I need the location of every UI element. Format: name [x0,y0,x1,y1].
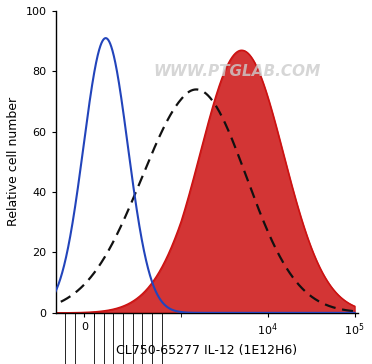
X-axis label: CL750-65277 IL-12 (1E12H6): CL750-65277 IL-12 (1E12H6) [116,344,298,357]
Y-axis label: Relative cell number: Relative cell number [7,97,20,226]
Text: WWW.PTGLAB.COM: WWW.PTGLAB.COM [154,64,321,79]
